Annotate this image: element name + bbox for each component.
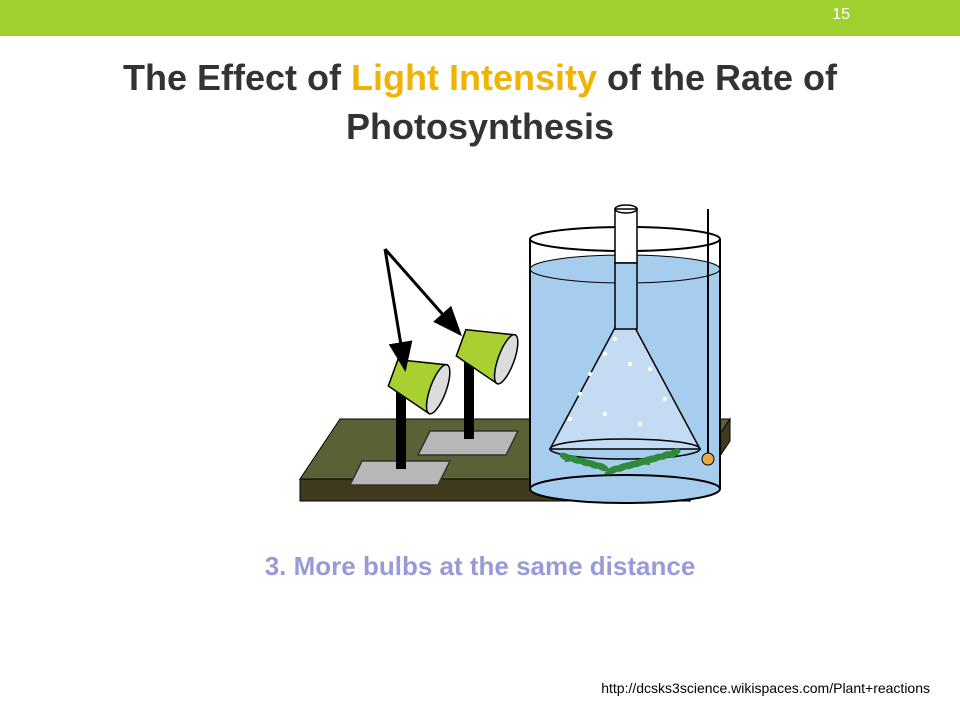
bubble <box>603 412 607 416</box>
bubble <box>588 372 592 376</box>
source-url: http://dcsks3science.wikispaces.com/Plan… <box>601 680 930 696</box>
top-bar: 15 <box>0 0 960 36</box>
lamp-head <box>384 349 454 417</box>
bubble <box>568 417 572 421</box>
slide-title: The Effect of Light Intensity of the Rat… <box>20 54 940 151</box>
page-number: 15 <box>832 6 850 24</box>
bubble <box>603 352 607 356</box>
title-highlight: Light Intensity <box>351 57 597 98</box>
bubble <box>648 367 652 371</box>
bubble <box>628 362 632 366</box>
test-tube-air <box>615 209 637 263</box>
title-container: The Effect of Light Intensity of the Rat… <box>0 36 960 161</box>
diagram-area <box>0 169 960 539</box>
lamp-head <box>452 319 522 387</box>
bubble <box>613 337 617 341</box>
bubble <box>663 397 667 401</box>
test-tube-water <box>615 263 637 329</box>
thermometer-bulb <box>702 453 714 465</box>
bubble <box>638 422 642 426</box>
beaker-bottom <box>530 475 720 503</box>
experiment-diagram <box>210 169 750 539</box>
caption: 3. More bulbs at the same distance <box>0 551 960 582</box>
bubble <box>578 392 582 396</box>
title-part1: The Effect of <box>123 57 351 98</box>
